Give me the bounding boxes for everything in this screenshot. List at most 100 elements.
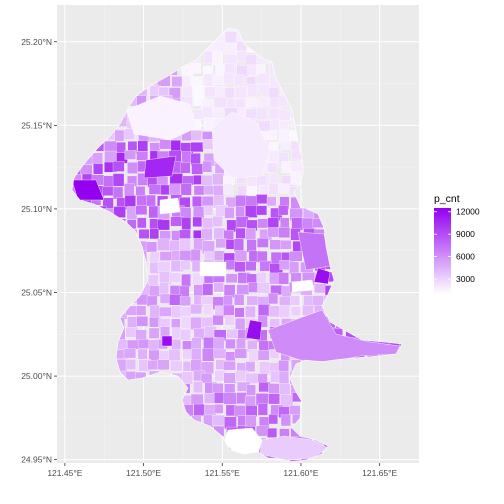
district-polygon xyxy=(161,335,173,347)
district-cell xyxy=(190,316,203,330)
district-cell xyxy=(124,195,136,208)
district-cell xyxy=(157,219,170,231)
district-cell xyxy=(135,186,146,197)
district-cell xyxy=(201,316,215,328)
district-cell xyxy=(91,152,103,166)
district-cell xyxy=(233,74,245,88)
x-tick-label: 121.65°E xyxy=(362,468,397,478)
district-cell xyxy=(236,284,250,295)
district-cell xyxy=(157,261,171,272)
district-cell xyxy=(246,461,259,462)
district-cell xyxy=(278,360,289,373)
district-cell xyxy=(256,194,268,204)
district-cell xyxy=(246,97,259,108)
district-cell xyxy=(301,217,314,230)
district-cell xyxy=(137,217,147,229)
district-cell xyxy=(191,130,203,141)
district-cell xyxy=(255,205,267,216)
district-cell xyxy=(245,261,257,271)
legend-ticks: 12000 9000 6000 3000 xyxy=(434,207,480,284)
district-cell xyxy=(179,296,191,307)
district-cell xyxy=(157,359,170,371)
district-cell xyxy=(213,348,227,359)
district-cell xyxy=(212,315,224,326)
district-cell xyxy=(234,86,247,99)
district-cell xyxy=(214,97,228,108)
district-cell xyxy=(146,295,158,307)
district-cell xyxy=(267,227,281,238)
district-cell xyxy=(203,185,216,195)
district-cell xyxy=(223,304,235,317)
district-cell xyxy=(137,140,149,152)
district-cell xyxy=(278,108,291,122)
district-cell xyxy=(159,306,173,317)
district-cell xyxy=(246,273,257,284)
district-cell xyxy=(212,414,226,426)
district-cell xyxy=(224,28,238,31)
district-cell xyxy=(136,316,149,327)
district-cell xyxy=(191,260,202,273)
district-cell xyxy=(279,119,290,130)
district-cell xyxy=(279,296,291,307)
district-cell xyxy=(149,228,160,240)
district-polygon xyxy=(72,179,105,201)
district-cell xyxy=(267,427,278,438)
district-cell xyxy=(145,241,158,253)
district-cell xyxy=(223,360,236,371)
district-cell xyxy=(256,250,268,263)
district-cell xyxy=(181,151,192,164)
district-cell xyxy=(213,404,224,414)
district-cell xyxy=(136,151,149,161)
district-cell xyxy=(245,205,258,218)
district-cell xyxy=(213,185,224,198)
legend-title: p_cnt xyxy=(434,193,460,205)
district-cell xyxy=(234,98,246,109)
district-cell xyxy=(259,461,272,462)
district-cell xyxy=(269,349,280,359)
district-cell xyxy=(223,183,233,195)
x-tick-label: 121.60°E xyxy=(283,468,318,478)
district-cell xyxy=(171,305,182,318)
district-cell xyxy=(257,282,270,294)
district-cell xyxy=(225,338,236,349)
district-cell xyxy=(179,250,193,261)
district-cell xyxy=(245,305,256,318)
district-cell xyxy=(223,72,234,85)
district-cell xyxy=(278,272,289,285)
y-tick-label: 25.10°N xyxy=(21,204,52,214)
district-cell xyxy=(126,339,140,350)
district-cell xyxy=(289,405,301,415)
legend: p_cnt 12000 9000 6000 3000 xyxy=(434,193,480,294)
district-cell xyxy=(202,283,214,296)
district-cell xyxy=(245,361,256,372)
district-polygon xyxy=(125,95,197,141)
district-cell xyxy=(278,205,289,216)
district-cell xyxy=(234,293,245,306)
district-cell xyxy=(256,238,269,248)
district-cell xyxy=(256,107,268,120)
district-cell xyxy=(190,63,202,74)
district-cell xyxy=(112,160,125,172)
district-cell xyxy=(202,217,214,229)
district-cell xyxy=(290,172,300,185)
district-polygon xyxy=(313,267,331,285)
district-cell xyxy=(213,337,225,351)
district-cell xyxy=(157,238,171,251)
district-cell xyxy=(170,140,181,152)
district-polygon xyxy=(291,279,315,293)
x-tick-label: 121.50°E xyxy=(126,468,161,478)
district-cell xyxy=(112,186,124,200)
district-cell xyxy=(290,272,302,283)
district-cell xyxy=(258,83,270,95)
district-cell xyxy=(212,383,224,393)
city-outline xyxy=(71,27,403,463)
district-cell xyxy=(180,162,191,174)
district-cell xyxy=(267,162,278,173)
district-cell xyxy=(180,260,191,271)
district-polygon xyxy=(267,309,401,363)
district-cell xyxy=(223,372,237,384)
district-cell xyxy=(235,227,246,239)
district-cell xyxy=(192,196,202,208)
district-cell xyxy=(280,414,291,427)
district-cell xyxy=(181,273,191,287)
